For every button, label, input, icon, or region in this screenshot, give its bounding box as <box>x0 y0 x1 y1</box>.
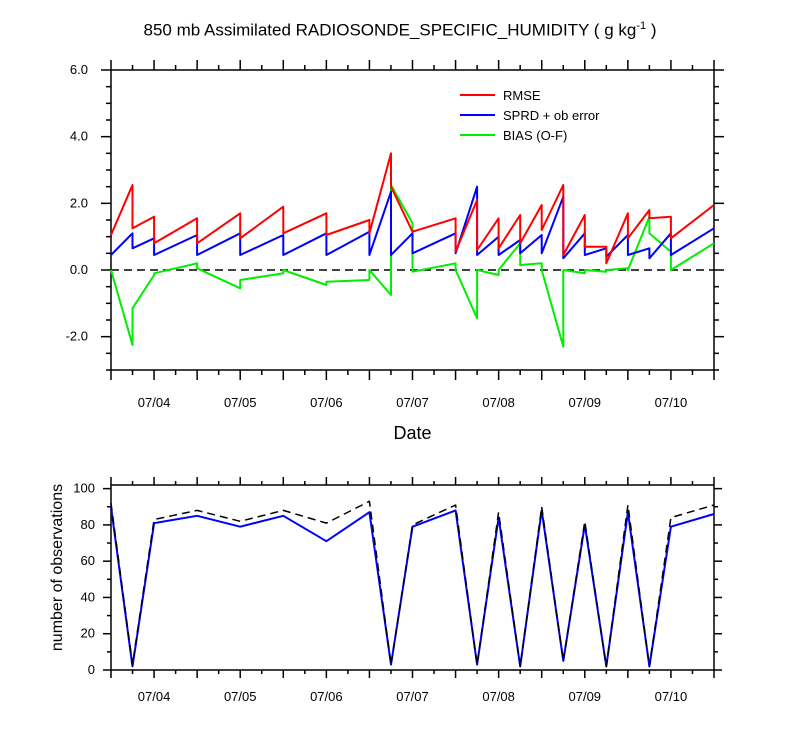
chart-title: 850 mb Assimilated RADIOSONDE_SPECIFIC_H… <box>0 20 800 41</box>
y-tick-label: 100 <box>73 481 95 496</box>
x-tick-label: 07/10 <box>655 689 688 704</box>
y-axis-label: number of observations <box>49 484 66 651</box>
plot-frame <box>110 484 715 671</box>
x-tick-label: 07/09 <box>569 395 602 410</box>
x-tick-label: 07/06 <box>310 689 343 704</box>
title-prefix: 850 mb Assimilated RADIOSONDE_SPECIFIC_H… <box>143 20 637 40</box>
y-tick-label: 40 <box>81 589 95 604</box>
series-line-observations-possible <box>110 500 715 668</box>
legend-label: SPRD + ob error <box>503 108 600 123</box>
x-tick-label: 07/10 <box>655 395 688 410</box>
bottom-panel: 07/04 07/05 07/06 07/07 07/08 07/09 07/10 0 20 40… <box>49 477 722 704</box>
x-tick-label: 07/08 <box>482 689 515 704</box>
x-tick-label: 07/06 <box>310 395 343 410</box>
title-superscript: -1 <box>636 20 647 32</box>
y-tick-label: 4.0 <box>70 129 88 144</box>
series-line-observations-used <box>110 506 715 668</box>
y-tick-label: -2.0 <box>66 329 88 344</box>
x-tick-label: 07/04 <box>138 689 171 704</box>
x-tick-label: 07/04 <box>138 395 171 410</box>
legend-label: RMSE <box>503 88 541 103</box>
x-axis-label: Date <box>393 423 431 443</box>
x-tick-label: 07/08 <box>482 395 515 410</box>
legend-label: BIAS (O-F) <box>503 128 567 143</box>
y-tick-label: 60 <box>81 553 95 568</box>
series-line-bias-o-f <box>110 184 715 348</box>
y-tick-label: 80 <box>81 517 95 532</box>
series-line-rmse <box>110 152 715 265</box>
x-tick-label: 07/09 <box>569 689 602 704</box>
x-tick-label: 07/07 <box>396 689 429 704</box>
y-tick-label: 2.0 <box>70 195 88 210</box>
x-tick-label: 07/07 <box>396 395 429 410</box>
top-panel: 07/04 07/05 07/06 07/07 07/08 07/09 07/10 -2.0 0… <box>66 60 724 443</box>
y-tick-label: 6.0 <box>70 62 88 77</box>
title-suffix: ) <box>646 20 657 40</box>
y-tick-label: 20 <box>81 626 95 641</box>
x-tick-label: 07/05 <box>224 395 257 410</box>
y-tick-label: 0 <box>88 662 95 677</box>
x-tick-label: 07/05 <box>224 689 257 704</box>
y-tick-label: 0.0 <box>70 262 88 277</box>
plot-frame <box>110 69 715 371</box>
